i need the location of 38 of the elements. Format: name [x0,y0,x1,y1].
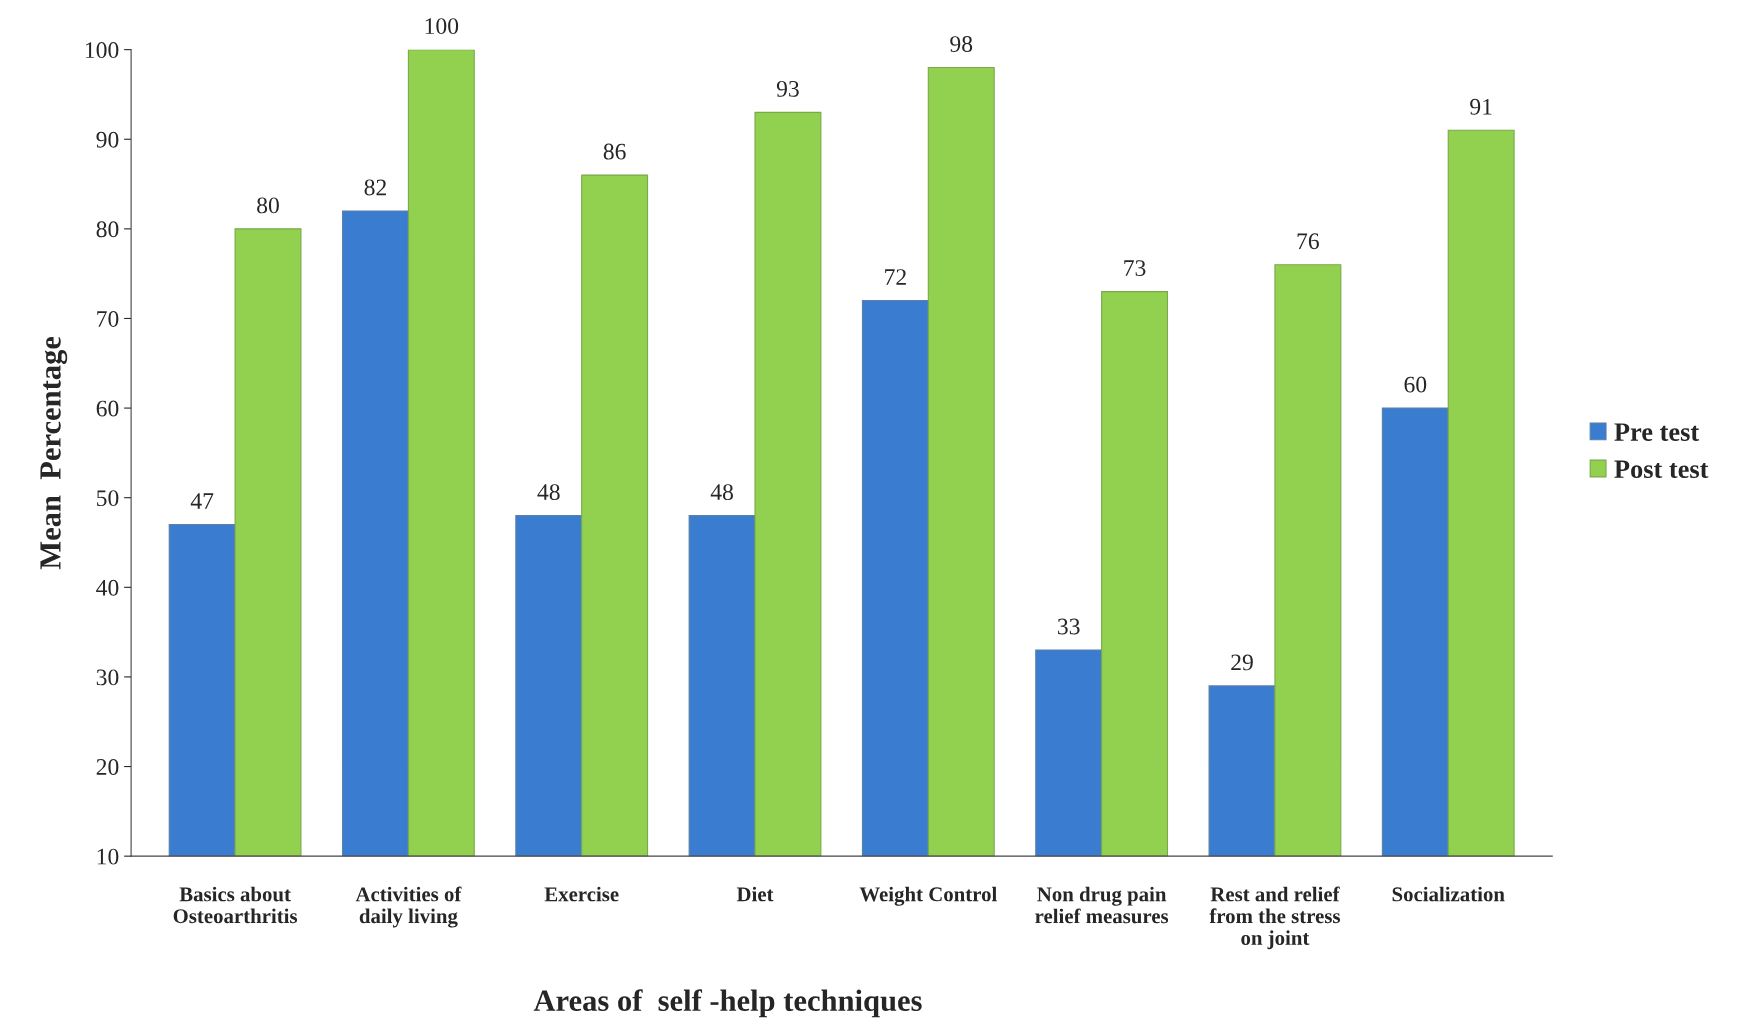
y-tick-label: 70 [97,310,119,327]
data-label: 98 [950,36,973,53]
y-tick-label: 20 [96,759,119,775]
x-tick-label: Non drug pain relief measures [1035,886,1169,924]
data-label: 93 [776,80,799,97]
x-tick-label: Basics about Osteoarthritis [173,886,298,924]
data-label: 73 [1124,260,1146,277]
data-label: 72 [885,269,906,285]
x-axis-title: Areas of self -help techniques [533,989,922,1018]
data-label: 33 [1058,618,1080,635]
x-tick-label: Weight Control [859,886,997,906]
x-tick-label: Activities of daily living [355,886,462,928]
data-label: 47 [190,493,214,509]
data-label: 60 [1404,376,1427,393]
y-tick-label: 60 [96,400,119,417]
y-tick-label: 100 [85,42,119,59]
x-tick-label: Rest and relief from the stress on joint [1209,886,1340,950]
data-label: 48 [710,484,733,501]
data-label: 48 [537,484,560,501]
y-tick-label: 50 [97,490,119,507]
y-tick-label: 80 [96,221,119,238]
data-label: 91 [1470,98,1492,115]
data-label: 76 [1297,233,1319,250]
legend-label: Post test [1614,460,1709,479]
data-label: 86 [603,143,626,160]
data-label: 100 [425,18,459,35]
y-axis-title: Mean Percentage [40,336,68,570]
legend-label: Pre test [1614,423,1700,441]
x-tick-label: Diet [736,886,774,902]
data-label: 29 [1231,654,1253,671]
x-tick-label: Exercise [544,886,619,902]
data-label: 82 [364,179,386,196]
y-tick-label: 40 [96,579,119,596]
y-tick-label: 10 [97,848,119,865]
y-tick-label: 90 [96,131,119,148]
data-label: 80 [257,197,279,214]
y-tick-label: 30 [96,669,119,686]
x-tick-label: Socialization [1392,886,1505,902]
